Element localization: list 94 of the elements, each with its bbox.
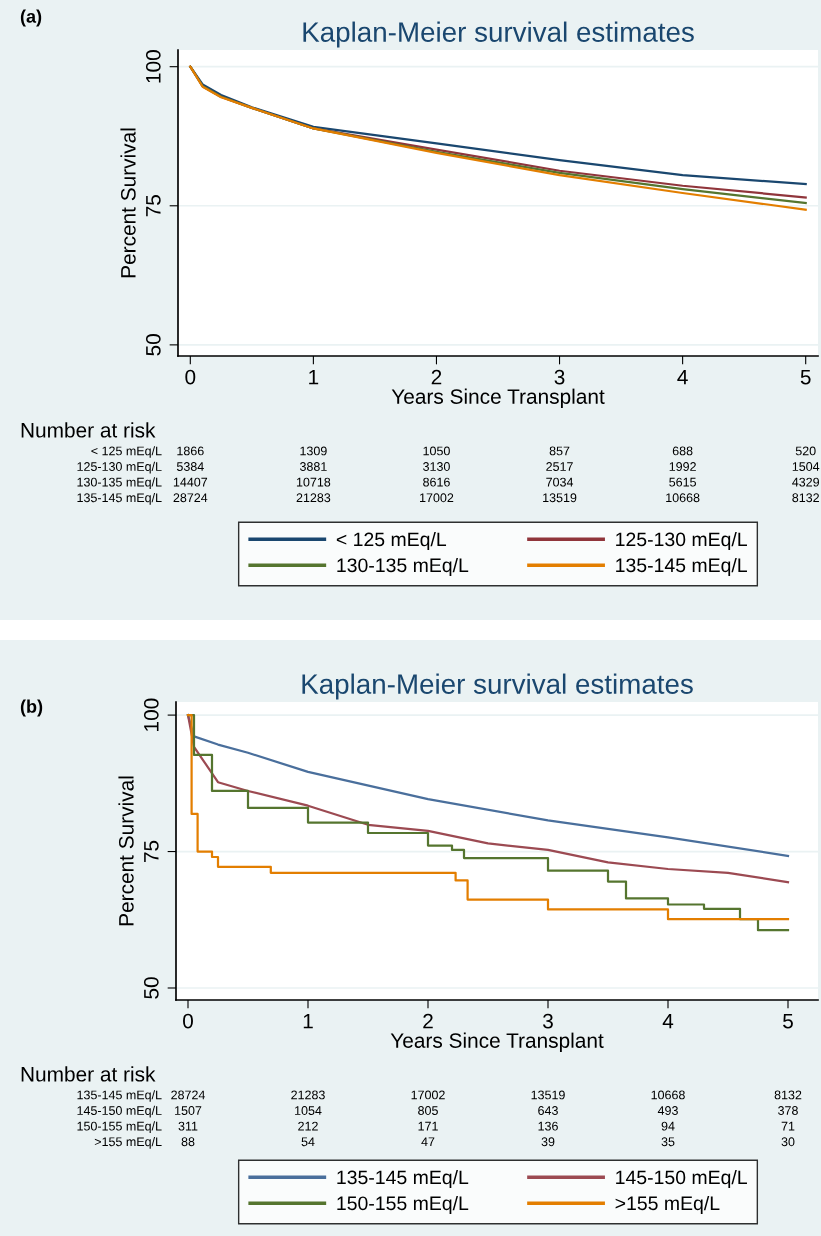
text: 17002	[420, 493, 454, 503]
x-tick-label: 1	[303, 1013, 313, 1029]
text: 1309	[300, 446, 327, 456]
text: Number at risk	[21, 422, 156, 438]
text: 3130	[423, 462, 450, 471]
text: 17002	[411, 1090, 445, 1100]
text: 10668	[651, 1090, 685, 1100]
text: 688	[672, 446, 693, 456]
text: 28724	[171, 1090, 206, 1100]
text: 39	[541, 1137, 555, 1147]
chart-title: Kaplan-Meier survival estimates	[302, 673, 693, 700]
legend-label: >155 mEq/L	[615, 1195, 720, 1215]
text: 1504	[792, 462, 820, 471]
x-tick-label: 0	[183, 1013, 193, 1029]
text: 35	[661, 1137, 675, 1147]
y-tick-label: 50	[145, 334, 161, 356]
text: Number at risk	[21, 1066, 156, 1082]
y-tick-label: 100	[145, 50, 161, 83]
text: 21283	[296, 493, 331, 503]
legend-label: 135-145 mEq/L	[337, 1169, 469, 1189]
text: 21283	[291, 1090, 325, 1100]
text: 311	[178, 1121, 198, 1131]
y-axis-title: Percent Survival	[118, 776, 134, 926]
text: 520	[795, 446, 816, 456]
x-axis-title: Years Since Transplant	[390, 1032, 604, 1053]
text: 150-155 mEq/L	[77, 1121, 162, 1134]
text: 14407	[173, 477, 208, 487]
text: 5615	[669, 477, 696, 487]
text: 135-145 mEq/L	[77, 1090, 162, 1102]
text: 47	[421, 1137, 435, 1147]
text: 71	[781, 1121, 795, 1131]
text: 136	[538, 1121, 558, 1131]
text: 2517	[546, 462, 573, 471]
legend-label: 130-135 mEq/L	[337, 557, 469, 577]
x-tick-label: 4	[677, 369, 688, 385]
chart-title: Kaplan-Meier survival estimates	[303, 21, 694, 48]
text: 1050	[423, 446, 450, 456]
legend-label: 125-130 mEq/L	[616, 531, 747, 551]
legend-label: 145-150 mEq/L	[616, 1169, 747, 1189]
text: 13519	[531, 1090, 565, 1100]
text: 145-150 mEq/L	[77, 1105, 162, 1118]
text: 1507	[175, 1106, 202, 1115]
y-tick-label: 75	[146, 195, 161, 217]
line-series	[186, 713, 790, 858]
text: 94	[661, 1121, 675, 1131]
text: 3881	[299, 462, 327, 471]
x-tick-label: 3	[554, 369, 565, 385]
y-tick-label: 75	[144, 840, 159, 863]
text: 8132	[792, 493, 819, 503]
x-axis-title: Years Since Transplant	[391, 388, 605, 409]
text: >155 mEq/L	[94, 1136, 162, 1149]
text: 1054	[295, 1106, 322, 1115]
x-tick-label: 5	[783, 1013, 793, 1029]
text: 378	[778, 1106, 798, 1115]
text: 1866	[177, 446, 204, 456]
text: < 125 mEq/L	[91, 446, 162, 458]
text: (a)	[20, 9, 42, 27]
legend-label: 150-155 mEq/L	[337, 1195, 469, 1215]
text: 130-135 mEq/L	[77, 477, 162, 490]
x-tick-label: 1	[309, 369, 319, 385]
x-tick-label: 3	[543, 1013, 553, 1029]
text: 8132	[774, 1090, 802, 1100]
line-series	[186, 713, 790, 884]
legend-label: 135-145 mEq/L	[616, 557, 747, 577]
text: 493	[657, 1106, 678, 1115]
text: (b)	[20, 699, 43, 717]
x-tick-label: 5	[800, 369, 811, 385]
text: 28724	[173, 493, 208, 503]
text: 643	[538, 1106, 558, 1115]
text: 805	[418, 1106, 438, 1115]
text: 1992	[669, 462, 696, 471]
text: 135-145 mEq/L	[77, 492, 162, 505]
x-tick-label: 2	[431, 369, 442, 385]
text: 171	[418, 1121, 438, 1131]
text: 125-130 mEq/L	[77, 461, 162, 474]
legend-label: < 125 mEq/L	[336, 531, 447, 551]
text: 7034	[546, 477, 574, 487]
text: 212	[298, 1121, 318, 1131]
text: 8616	[423, 477, 450, 487]
text: 5384	[176, 462, 204, 471]
text: 10718	[296, 477, 331, 487]
text: 10668	[666, 493, 700, 503]
y-axis-title: Percent Survival	[120, 128, 136, 278]
x-tick-label: 2	[423, 1013, 433, 1029]
text: 4329	[792, 477, 820, 487]
x-tick-label: 4	[662, 1013, 674, 1029]
y-tick-label: 100	[143, 698, 159, 731]
text: 30	[781, 1137, 795, 1147]
text: 88	[181, 1137, 195, 1147]
y-tick-label: 50	[143, 977, 159, 999]
text: 13519	[543, 493, 577, 503]
x-tick-label: 0	[185, 369, 196, 385]
text: 54	[301, 1137, 315, 1147]
text: 857	[549, 446, 570, 456]
